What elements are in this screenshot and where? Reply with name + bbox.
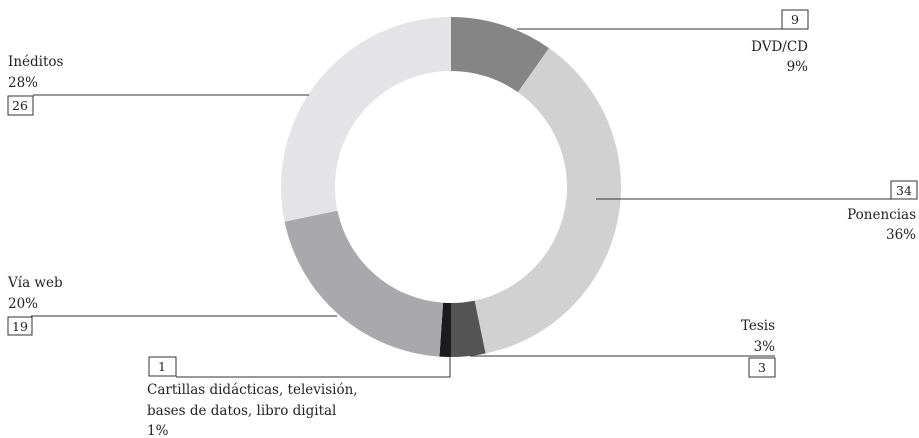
count-via-web: 19 — [12, 319, 28, 334]
count-box-dvd-cd — [781, 9, 809, 30]
percent-ineditos: 28% — [8, 75, 38, 91]
leader-line-cartillas — [176, 356, 451, 378]
count-tesis: 3 — [758, 360, 766, 375]
label-ponencias: Ponencias — [847, 207, 916, 223]
label-ineditos: Inéditos — [8, 54, 64, 70]
percent-via-web: 20% — [8, 296, 38, 312]
slice-ineditos — [281, 17, 451, 222]
label-tesis: Tesis — [741, 318, 775, 334]
slice-ponencias — [474, 48, 621, 354]
count-box-ineditos — [7, 95, 34, 116]
label-via-web: Vía web — [7, 275, 63, 291]
count-ineditos: 26 — [12, 98, 28, 113]
count-ponencias: 34 — [896, 183, 912, 198]
count-box-tesis — [748, 357, 776, 378]
count-box-via-web — [7, 316, 33, 336]
count-box-ponencias — [890, 180, 918, 200]
count-cartillas: 1 — [158, 359, 166, 374]
count-dvd-cd: 9 — [791, 12, 799, 27]
percent-tesis: 3% — [754, 339, 776, 355]
count-box-cartillas — [148, 356, 177, 377]
percent-cartillas: 1% — [147, 423, 169, 438]
label-cartillas-line-2: bases de datos, libro digital — [147, 403, 336, 419]
label-dvd-cd: DVD/CD — [751, 39, 808, 55]
label-cartillas-line-1: Cartillas didácticas, televisión, — [147, 382, 358, 398]
slice-via-web — [284, 210, 444, 357]
donut-slices — [281, 17, 621, 357]
percent-dvd-cd: 9% — [787, 59, 809, 75]
slice-dvd-cd — [451, 17, 550, 93]
slice-cartillas-didacticas-television-bases-de-datos-libro-digital — [439, 302, 451, 357]
slice-tesis — [451, 300, 486, 357]
percent-ponencias: 36% — [886, 227, 916, 243]
